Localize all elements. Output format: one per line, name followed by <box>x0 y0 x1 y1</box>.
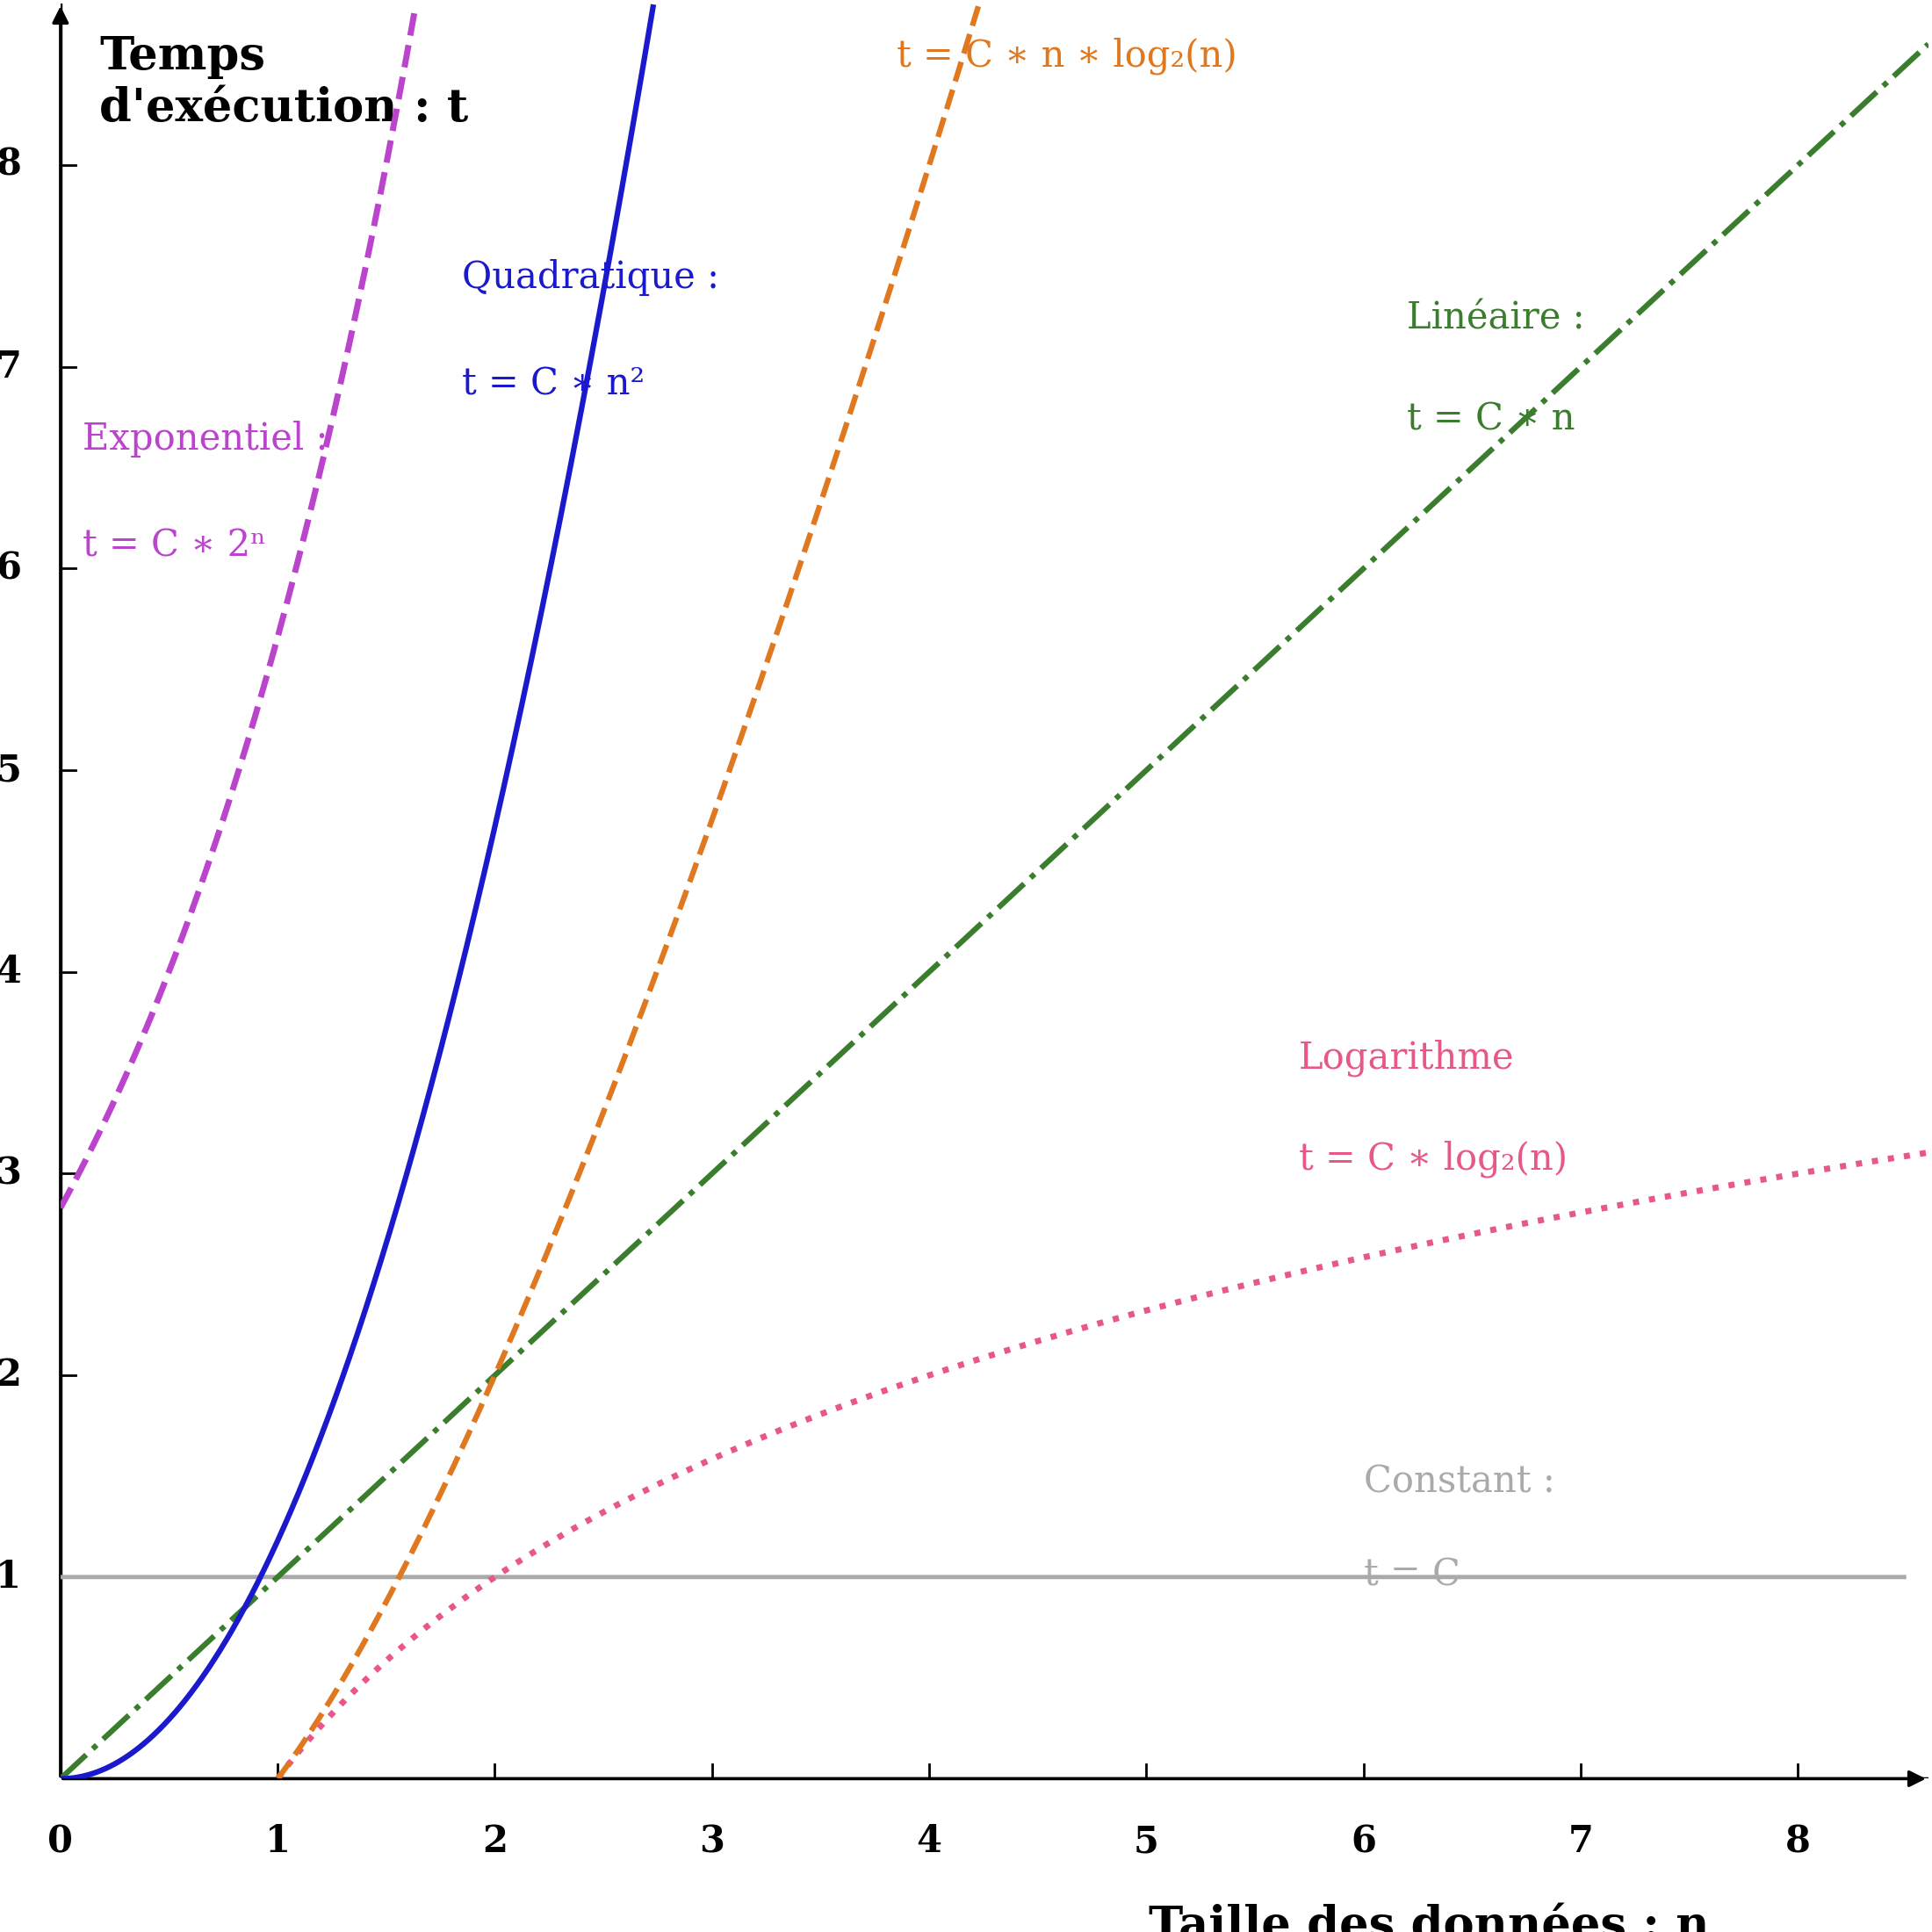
Text: Quadratique :: Quadratique : <box>462 259 719 296</box>
Text: 5: 5 <box>0 752 21 788</box>
Text: 2: 2 <box>0 1356 21 1393</box>
Text: t = C: t = C <box>1364 1557 1461 1594</box>
Text: Linéaire :: Linéaire : <box>1406 299 1584 336</box>
Text: Logarithme: Logarithme <box>1298 1039 1515 1076</box>
Text: 1: 1 <box>0 1559 21 1596</box>
Text: 4: 4 <box>916 1824 943 1861</box>
Text: 0: 0 <box>48 1824 73 1861</box>
Text: Exponentiel :: Exponentiel : <box>83 421 328 458</box>
Text: 1: 1 <box>265 1824 290 1861</box>
Text: 3: 3 <box>0 1155 21 1192</box>
Text: Taille des données : n: Taille des données : n <box>1148 1903 1710 1932</box>
Text: Temps
d'exécution : t: Temps d'exécution : t <box>100 35 469 131</box>
Text: t = C ∗ 2ⁿ: t = C ∗ 2ⁿ <box>83 527 267 564</box>
Text: 5: 5 <box>1134 1824 1159 1861</box>
Text: t = C ∗ log₂(n): t = C ∗ log₂(n) <box>1298 1140 1567 1179</box>
Text: t = C ∗ n ∗ log₂(n): t = C ∗ n ∗ log₂(n) <box>896 37 1236 73</box>
Text: t = C ∗ n²: t = C ∗ n² <box>462 367 645 404</box>
Text: 2: 2 <box>483 1824 508 1861</box>
Text: 6: 6 <box>0 551 21 587</box>
Text: 7: 7 <box>0 348 21 384</box>
Text: 3: 3 <box>699 1824 724 1861</box>
Text: 6: 6 <box>1350 1824 1376 1861</box>
Text: 8: 8 <box>0 147 21 184</box>
Text: 7: 7 <box>1569 1824 1594 1861</box>
Text: Constant :: Constant : <box>1364 1464 1555 1501</box>
Text: 8: 8 <box>1785 1824 1810 1861</box>
Text: 4: 4 <box>0 954 21 991</box>
Text: t = C ∗ n: t = C ∗ n <box>1406 400 1575 437</box>
